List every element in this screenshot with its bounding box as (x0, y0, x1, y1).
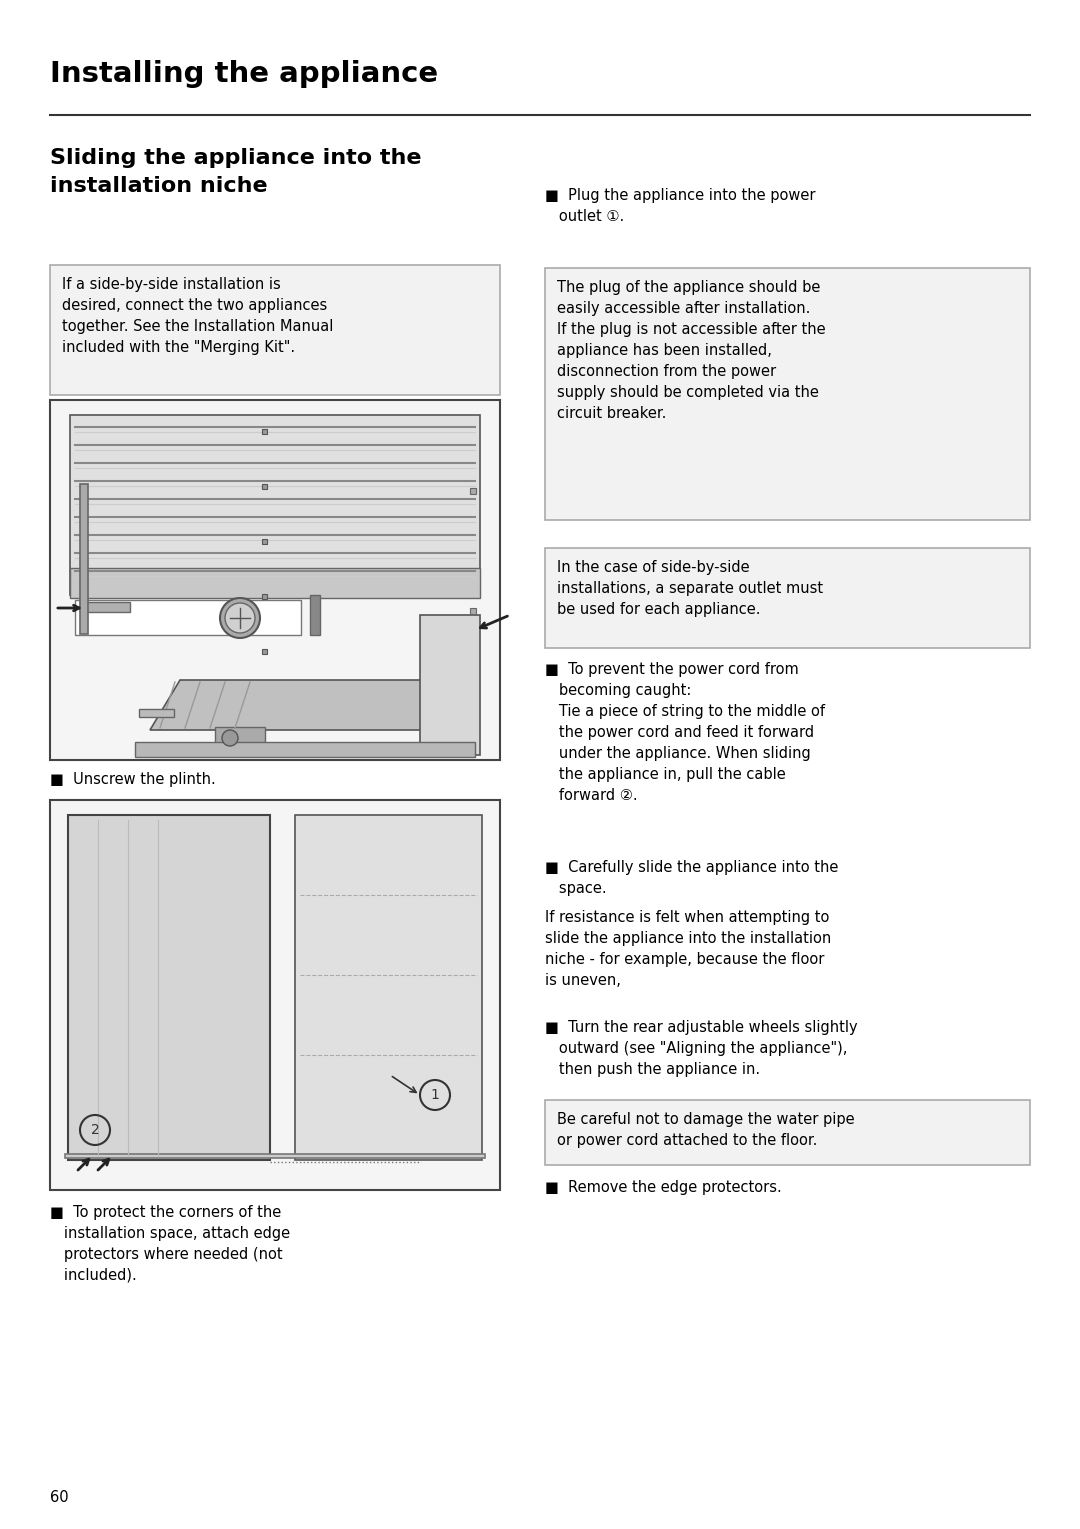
Bar (470, 609, 476, 615)
Text: ■  Plug the appliance into the power
   outlet ①.: ■ Plug the appliance into the power outl… (545, 188, 815, 225)
Bar (262, 540, 267, 544)
Bar (80, 602, 130, 612)
Bar (75, 599, 300, 635)
FancyBboxPatch shape (545, 268, 1030, 520)
Text: If resistance is felt when attempting to
slide the appliance into the installati: If resistance is felt when attempting to… (545, 910, 832, 988)
Bar (215, 726, 265, 745)
Bar (470, 488, 476, 494)
Bar (262, 485, 267, 489)
Text: ■  Unscrew the plinth.: ■ Unscrew the plinth. (50, 772, 216, 787)
Bar (65, 1154, 485, 1157)
Text: Sliding the appliance into the: Sliding the appliance into the (50, 148, 421, 168)
Bar (262, 593, 267, 599)
Bar (310, 595, 320, 635)
Bar (295, 815, 482, 1161)
Polygon shape (150, 680, 450, 729)
FancyBboxPatch shape (545, 1099, 1030, 1165)
Text: Be careful not to damage the water pipe
or power cord attached to the floor.: Be careful not to damage the water pipe … (557, 1112, 854, 1148)
Circle shape (220, 598, 260, 638)
Text: ■  Carefully slide the appliance into the
   space.: ■ Carefully slide the appliance into the… (545, 859, 838, 896)
Bar (262, 648, 267, 654)
Bar (70, 567, 480, 598)
Bar (139, 709, 174, 717)
Bar (135, 742, 475, 757)
Bar (68, 815, 270, 1161)
Text: 2: 2 (91, 1122, 99, 1138)
Text: ■  Remove the edge protectors.: ■ Remove the edge protectors. (545, 1180, 782, 1196)
Text: ■  To prevent the power cord from
   becoming caught:
   Tie a piece of string t: ■ To prevent the power cord from becomin… (545, 662, 825, 803)
Text: ■  To protect the corners of the
   installation space, attach edge
   protector: ■ To protect the corners of the installa… (50, 1205, 291, 1283)
Polygon shape (420, 615, 480, 755)
Bar (262, 430, 267, 434)
Circle shape (225, 602, 255, 633)
Text: 60: 60 (50, 1489, 69, 1505)
Bar (70, 414, 480, 595)
Text: In the case of side-by-side
installations, a separate outlet must
be used for ea: In the case of side-by-side installation… (557, 560, 823, 618)
FancyBboxPatch shape (50, 265, 500, 394)
Text: installation niche: installation niche (50, 176, 268, 196)
FancyBboxPatch shape (545, 547, 1030, 648)
Text: If a side-by-side installation is
desired, connect the two appliances
together. : If a side-by-side installation is desire… (62, 277, 334, 355)
Circle shape (222, 729, 238, 746)
Text: Installing the appliance: Installing the appliance (50, 60, 438, 89)
Text: The plug of the appliance should be
easily accessible after installation.
If the: The plug of the appliance should be easi… (557, 280, 825, 420)
Bar (50, 800, 500, 1190)
Text: 1: 1 (431, 1089, 440, 1102)
Text: ■  Turn the rear adjustable wheels slightly
   outward (see "Aligning the applia: ■ Turn the rear adjustable wheels slight… (545, 1020, 858, 1076)
Bar (50, 401, 500, 760)
Bar (80, 485, 87, 635)
